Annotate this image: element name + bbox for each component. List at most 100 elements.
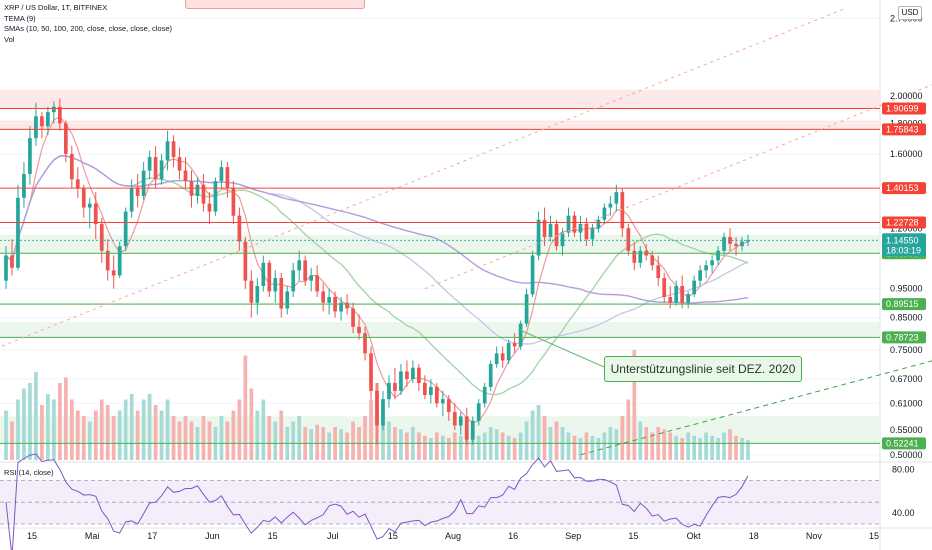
candle-body [536, 219, 541, 256]
candle [201, 174, 206, 212]
candle [315, 265, 320, 298]
volume-bar [590, 435, 595, 460]
price-tick-label: 0.55000 [890, 425, 923, 435]
candle-body [22, 174, 26, 198]
candles-layer [4, 98, 750, 445]
zone-resistance [0, 89, 880, 109]
candle [153, 145, 158, 189]
candle [165, 130, 170, 171]
volume-bar [638, 421, 643, 460]
candle-body [716, 250, 720, 261]
price-level-tag [882, 102, 926, 115]
candle [63, 120, 68, 163]
candle [620, 188, 625, 238]
volume-bar [201, 416, 206, 460]
volume-bar [28, 383, 32, 460]
candle [327, 288, 331, 315]
volume-bar [584, 432, 589, 460]
volume-bar [165, 399, 170, 460]
candle-body [243, 241, 248, 281]
candle-body [399, 371, 403, 391]
price-level-tag-label: 1.75843 [886, 124, 919, 134]
candle [740, 237, 744, 251]
candle [123, 207, 128, 251]
legend-tema[interactable]: TEMA (9) [4, 13, 36, 23]
price-tick-label: 0.67000 [890, 374, 923, 384]
volume-bar [458, 435, 463, 460]
candle-body [28, 138, 32, 175]
price-level-tag-label: 1.90699 [886, 103, 919, 113]
candle-body [590, 228, 595, 240]
candle [34, 102, 38, 146]
candle [183, 157, 188, 189]
volume-bar [52, 399, 56, 460]
candle-body [213, 181, 218, 212]
candle-body [141, 170, 146, 196]
volume-bar [446, 438, 451, 460]
candle [728, 228, 732, 251]
candle-body [494, 353, 499, 365]
price-level-tag-label: 0.52241 [886, 438, 919, 448]
candle-body [99, 224, 104, 251]
volume-bar [147, 394, 152, 460]
rsi-pane [0, 453, 880, 550]
volume-bar [81, 416, 86, 460]
volume-bar [219, 416, 224, 460]
legend-smas[interactable]: SMAs (10, 50, 100, 200, close, close, cl… [4, 24, 172, 33]
candle [542, 207, 547, 247]
candle [249, 270, 254, 318]
currency-button[interactable]: USD [898, 6, 922, 20]
candle-body [542, 219, 547, 238]
volume-bar [512, 438, 517, 460]
countdown-label: 18:03:19 [886, 245, 921, 255]
candle [548, 215, 553, 242]
candle [494, 346, 499, 368]
candle-body [656, 265, 661, 279]
price-level-tag [882, 331, 926, 344]
candle [369, 346, 373, 400]
candle [381, 390, 385, 431]
volume-bar [650, 432, 655, 460]
volume-bar [566, 432, 571, 460]
candle [428, 379, 433, 404]
candle-body [10, 255, 14, 268]
time-tick-label: 15 [869, 531, 879, 541]
candle [237, 207, 242, 251]
volume-bar [231, 410, 236, 460]
legend-vol[interactable]: Vol [4, 34, 15, 44]
candle-body [620, 192, 625, 229]
candle-body [411, 367, 415, 380]
candle-body [117, 246, 122, 276]
candle [656, 255, 661, 287]
candle-body [123, 211, 128, 247]
volume-bar [339, 429, 343, 460]
candle [279, 272, 284, 318]
candle-body [165, 141, 170, 161]
candle-body [452, 411, 457, 426]
volume-bar [387, 421, 391, 460]
candle-body [578, 224, 583, 233]
volume-bar [572, 435, 577, 460]
volume-bar [4, 410, 8, 460]
candle [530, 250, 535, 298]
volume-bar [746, 440, 750, 460]
volume-bar [602, 432, 607, 460]
price-level-tag [882, 123, 926, 136]
candle-body [195, 184, 200, 196]
legend-rsi[interactable]: RSI (14, close) [4, 468, 54, 477]
candle [476, 399, 481, 426]
candle-body [393, 382, 397, 391]
candle [650, 250, 655, 271]
volume-bar [620, 416, 625, 460]
candle-body [93, 203, 98, 225]
candle-body [458, 416, 463, 426]
candle-body [584, 224, 589, 240]
volume-bar [399, 429, 403, 460]
rsi-line [5, 453, 749, 550]
time-tick-label: Sep [565, 531, 581, 541]
candle [225, 162, 230, 198]
candle [536, 211, 541, 261]
annotation-callout[interactable]: Unterstützungslinie seit DEZ. 2020 [604, 356, 802, 382]
